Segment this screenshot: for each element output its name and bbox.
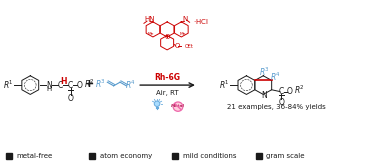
Text: C: C: [57, 81, 63, 90]
Bar: [89, 153, 95, 159]
Text: $\cdot$HCl: $\cdot$HCl: [193, 17, 209, 26]
Text: Me: Me: [148, 32, 154, 36]
Bar: [256, 153, 262, 159]
Text: N: N: [261, 91, 267, 100]
Text: $R^1$: $R^1$: [3, 78, 14, 91]
Circle shape: [154, 101, 160, 106]
Text: $R^2$: $R^2$: [294, 84, 305, 96]
Text: OEt: OEt: [184, 44, 193, 49]
Bar: [172, 153, 178, 159]
Text: O: O: [175, 43, 180, 49]
Text: H: H: [60, 77, 67, 86]
Text: O: O: [287, 87, 293, 96]
Text: HN: HN: [144, 16, 155, 22]
Text: N: N: [183, 16, 188, 22]
Circle shape: [173, 102, 183, 111]
Text: $R^4$: $R^4$: [270, 71, 281, 83]
Text: +: +: [85, 79, 94, 89]
Text: H: H: [46, 86, 52, 92]
Text: gram scale: gram scale: [266, 153, 305, 159]
Text: Air, RT: Air, RT: [156, 90, 179, 96]
Text: $R^3$: $R^3$: [259, 65, 270, 78]
Text: N: N: [46, 81, 52, 90]
Text: $R^3$: $R^3$: [95, 77, 106, 90]
Text: C: C: [279, 87, 284, 96]
Text: O: O: [76, 81, 82, 90]
Text: $R^4$: $R^4$: [125, 79, 136, 91]
Text: O: O: [279, 98, 284, 107]
Text: Metal: Metal: [171, 104, 185, 108]
Text: mild conditions: mild conditions: [183, 153, 236, 159]
Text: 21 examples, 36-84% yields: 21 examples, 36-84% yields: [227, 104, 326, 110]
Text: O: O: [164, 34, 170, 40]
Text: $R^1$: $R^1$: [219, 78, 230, 91]
Text: O: O: [68, 94, 74, 103]
Text: Rh-6G: Rh-6G: [155, 73, 181, 82]
Text: Me: Me: [180, 32, 186, 36]
Bar: [6, 153, 12, 159]
Text: $R^2$: $R^2$: [84, 77, 94, 90]
Text: metal-free: metal-free: [17, 153, 53, 159]
Text: atom economy: atom economy: [100, 153, 152, 159]
Text: C: C: [68, 81, 73, 90]
